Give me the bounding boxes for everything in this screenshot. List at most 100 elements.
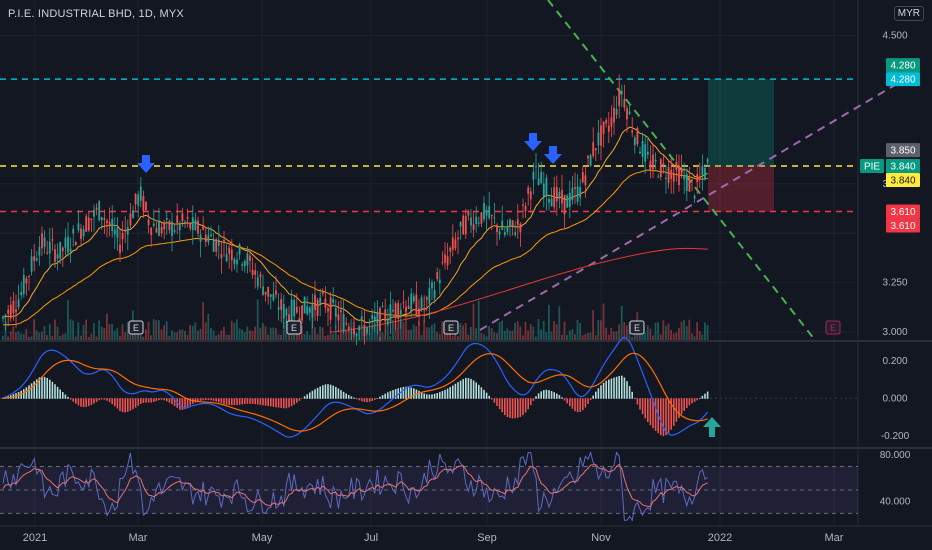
volume-bar [496,333,498,340]
macd-histogram-bar [366,398,368,403]
macd-histogram-bar [62,392,64,399]
volume-bar [514,322,516,340]
candle-body [217,240,220,246]
candle-body [194,219,197,230]
candle-body [545,177,548,197]
volume-bar [139,334,142,340]
candle-body [59,241,62,259]
candle-body [558,191,561,200]
macd-histogram-bar [631,391,633,399]
volume-bar [558,306,561,340]
macd-histogram-bar [108,398,111,403]
macd-histogram-bar [184,398,186,410]
macd-histogram-bar [582,398,584,411]
macd-histogram-bar [30,383,33,399]
candle-body [407,305,410,309]
macd-histogram-bar [605,380,607,399]
candle-body [202,224,205,230]
candle-body [519,223,522,233]
candle-body [670,169,673,179]
price-axis-tick: 4.500 [882,31,907,42]
volume-bar [59,335,61,340]
candle-body [366,327,368,333]
candle-body [277,307,280,310]
candle-body [373,316,376,321]
volume-bar [168,335,171,340]
macd-histogram-bar [140,398,142,404]
volume-bar [464,322,467,340]
macd-histogram-bar [678,398,680,418]
candle-body [295,306,298,313]
volume-bar [293,330,295,340]
volume-bar [657,322,659,340]
candle-body [685,173,688,191]
macd-histogram-bar [231,398,233,406]
volume-bar [405,300,407,340]
macd-histogram-bar [69,398,72,400]
candle-body [282,303,285,319]
macd-histogram-bar [501,398,503,413]
macd-histogram-bar [327,384,329,399]
volume-bar [134,330,137,340]
volume-bar [392,319,394,340]
macd-histogram-bar [636,398,639,405]
macd-histogram-bar [25,387,28,399]
candle-body [98,201,101,221]
candle-body [420,297,423,310]
candle-body [691,179,693,182]
macd-histogram-bar [527,398,529,410]
candle-body [571,187,574,201]
macd-histogram-bar [452,385,454,399]
volume-bar [275,328,277,340]
candle-body [368,321,371,323]
volume-bar [223,326,225,340]
macd-histogram-bar [194,398,197,403]
macd-histogram-bar [85,398,87,407]
candle-body [142,195,145,212]
candle-body [267,287,270,297]
macd-histogram-bar [644,398,646,419]
earnings-badge [629,320,645,335]
candle-body [397,303,400,319]
candle-body [340,310,342,313]
macd-histogram-bar [293,398,295,405]
volume-bar [204,322,207,340]
candle-body [189,223,192,229]
macd-histogram-bar [251,398,254,404]
volume-bar [420,334,423,340]
down-arrow-icon [524,133,542,151]
macd-histogram-bar [371,398,373,401]
volume-bar [584,334,587,340]
macd-histogram-bar [241,398,243,405]
volume-bar [602,303,605,340]
candle-body [615,108,618,115]
candle-body [111,218,114,232]
candle-body [602,121,605,134]
macd-histogram-bar [173,398,176,407]
volume-bar [600,320,602,340]
candle-body [56,254,59,259]
candle-body [548,199,550,203]
volume-bar [25,329,28,340]
volume-bar [402,322,405,340]
macd-histogram-bar [400,387,402,399]
candle-body [350,331,353,333]
volume-bar [524,321,527,340]
volume-bar [337,334,340,340]
macd-histogram-bar [363,398,366,402]
candle-body [108,221,111,226]
volume-bar [693,336,696,340]
volume-bar [38,332,41,340]
volume-bar [61,334,64,340]
candle-body [173,229,176,232]
macd-histogram-bar [621,375,623,399]
candle-body [301,305,303,321]
currency-badge[interactable]: MYR [893,6,924,21]
price-tag-label: 3.610 [890,207,915,218]
volume-bar [592,310,594,340]
candle-body [80,228,82,239]
candle-body [636,127,639,145]
candle-body [514,232,517,236]
candle-body [522,204,524,206]
macd-histogram-bar [210,398,212,401]
